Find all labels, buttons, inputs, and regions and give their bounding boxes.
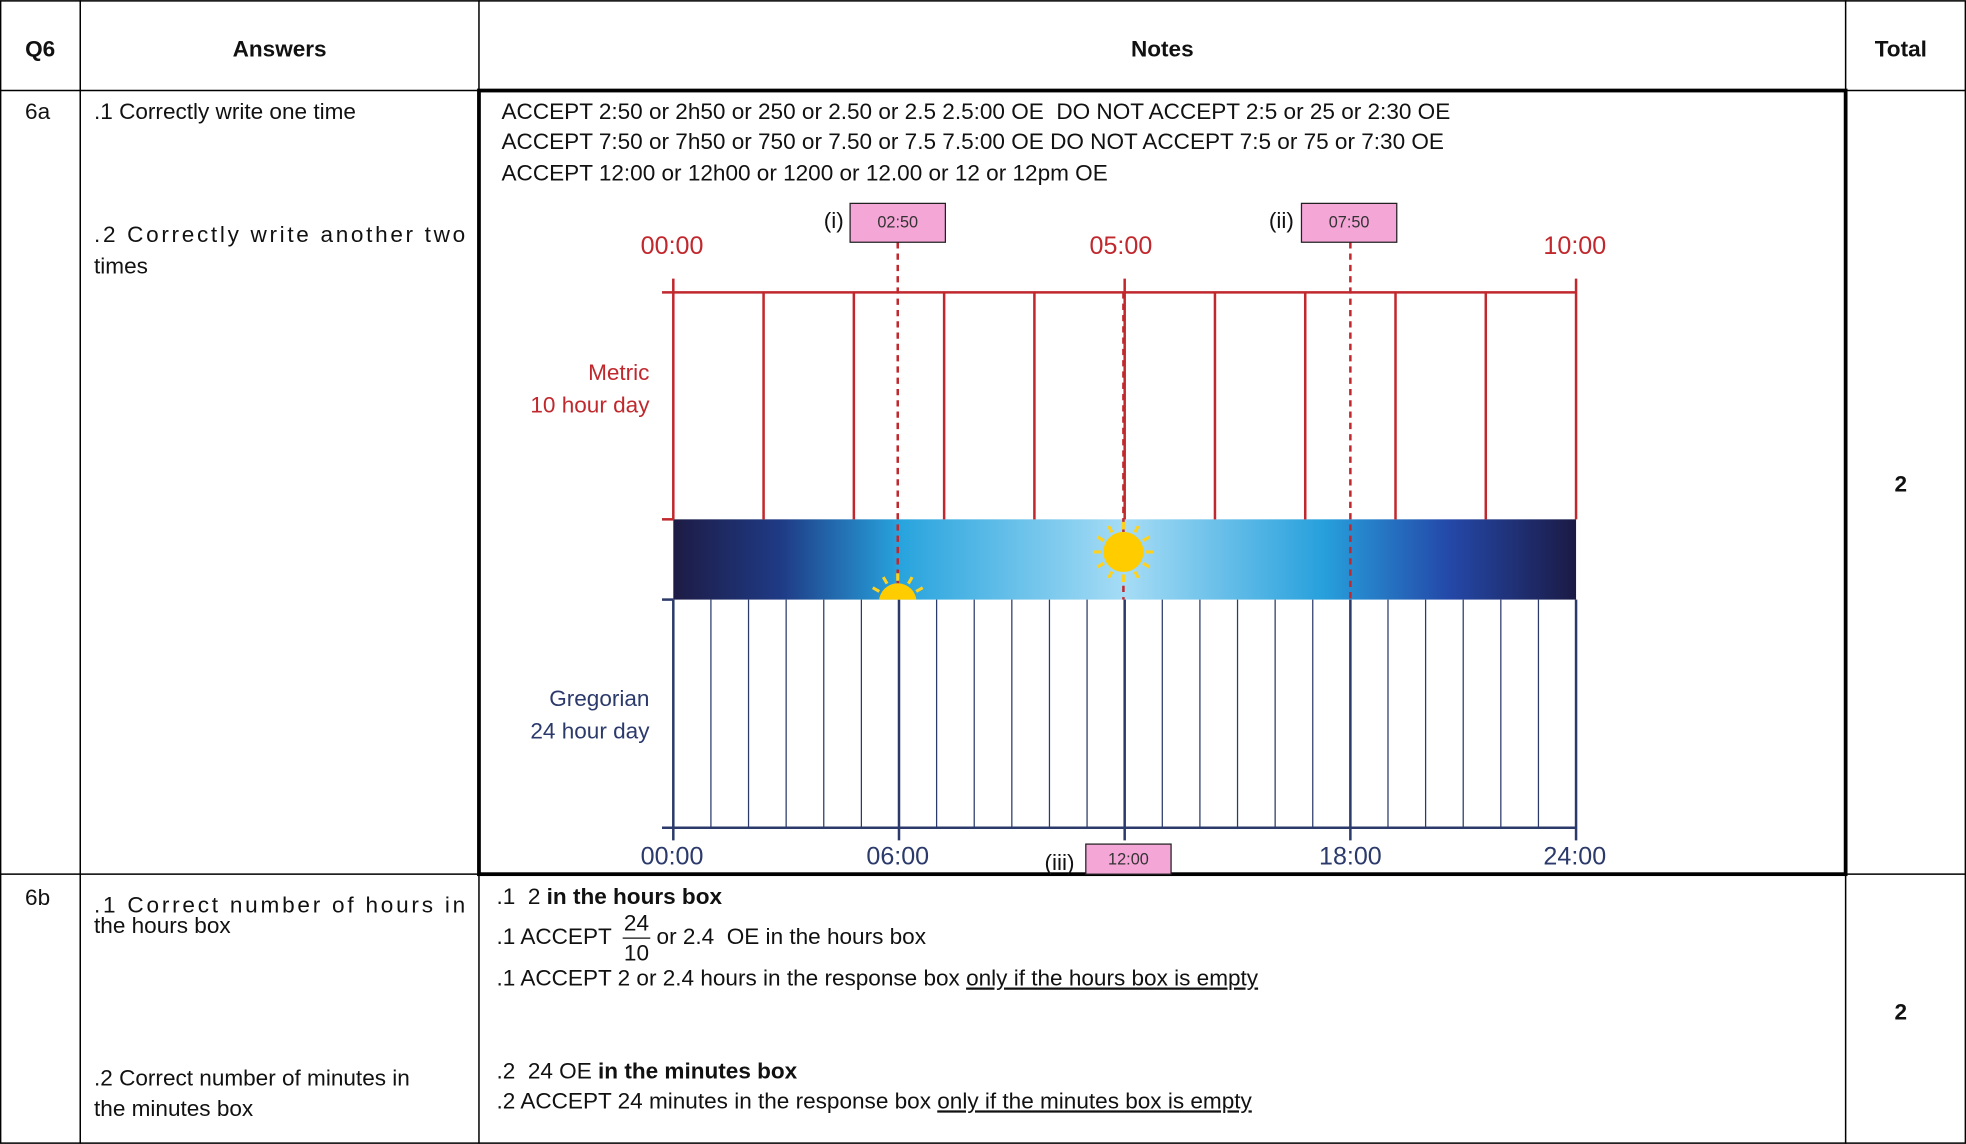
sun-ray bbox=[883, 621, 887, 628]
row-id: 6b bbox=[25, 885, 50, 910]
note-underlined: only if the minutes box is empty bbox=[937, 1088, 1252, 1113]
answer: .2 Correctly write another two bbox=[94, 222, 465, 247]
metric-tick: 05:00 bbox=[1090, 232, 1153, 260]
marker-time: 07:50 bbox=[1329, 214, 1370, 232]
note: .1 ACCEPT bbox=[497, 924, 618, 949]
note: .2 ACCEPT 24 minutes in the response box… bbox=[497, 1088, 1253, 1113]
note-text: .1 2 bbox=[497, 884, 547, 909]
gregorian-tick: 06:00 bbox=[866, 842, 929, 870]
note: .1 ACCEPT 2 or 2.4 hours in the response… bbox=[497, 965, 1259, 990]
gregorian-label: 24 hour day bbox=[530, 718, 650, 743]
marker-label: (i) bbox=[824, 208, 844, 233]
note: .2 24 OE in the minutes box bbox=[497, 1058, 798, 1083]
header-answers: Answers bbox=[233, 36, 327, 61]
note-text: .1 ACCEPT 2 or 2.4 hours in the response… bbox=[497, 965, 967, 990]
gregorian-label: Gregorian bbox=[549, 686, 649, 711]
marker-label: (iii) bbox=[1044, 850, 1074, 875]
answer: times bbox=[94, 253, 148, 278]
metric-tick: 10:00 bbox=[1543, 232, 1606, 260]
sun-ray bbox=[873, 613, 880, 617]
note: ACCEPT 12:00 or 12h00 or 1200 or 12.00 o… bbox=[502, 160, 1108, 185]
note-text: .2 ACCEPT 24 minutes in the response box bbox=[497, 1088, 938, 1113]
gregorian-tick: 18:00 bbox=[1319, 842, 1382, 870]
total: 2 bbox=[1895, 471, 1908, 496]
note-bold: in the minutes box bbox=[598, 1058, 798, 1083]
time-diagram: 00:00 05:00 10:00 Metric 10 hour day Gre… bbox=[530, 203, 1606, 875]
note: ACCEPT 2:50 or 2h50 or 250 or 2.50 or 2.… bbox=[502, 99, 1451, 124]
metric-label: Metric bbox=[588, 360, 649, 385]
metric-tick: 00:00 bbox=[641, 232, 704, 260]
marker-label: (ii) bbox=[1269, 208, 1294, 233]
fraction-numerator: 24 bbox=[624, 910, 649, 935]
answer: the minutes box bbox=[94, 1096, 254, 1121]
metric-label: 10 hour day bbox=[530, 392, 650, 417]
sun-ray bbox=[916, 613, 923, 617]
note-text: .1 ACCEPT bbox=[497, 924, 618, 949]
answer: the hours box bbox=[94, 913, 231, 938]
mark-scheme: Q6 Answers Notes Total 6a .1 Correctly w… bbox=[0, 0, 1966, 1144]
sun-disc bbox=[879, 583, 917, 621]
note-underlined: only if the hours box is empty bbox=[966, 965, 1259, 990]
answer: .2 Correct number of minutes in bbox=[94, 1066, 410, 1091]
note-bold: in the hours box bbox=[547, 884, 723, 909]
note: or 2.4 OE in the hours box bbox=[650, 924, 926, 949]
row-id: 6a bbox=[25, 99, 51, 124]
fraction-denominator: 10 bbox=[624, 940, 649, 965]
gregorian-tick: 00:00 bbox=[641, 842, 704, 870]
note: .1 2 in the hours box bbox=[497, 884, 723, 909]
marker-time: 02:50 bbox=[877, 214, 918, 232]
sun-disc bbox=[1103, 532, 1143, 572]
header-q: Q6 bbox=[25, 36, 55, 61]
sun-ray bbox=[908, 621, 912, 628]
gregorian-tick: 24:00 bbox=[1543, 842, 1606, 870]
answer: .1 Correctly write one time bbox=[94, 99, 356, 124]
total: 2 bbox=[1895, 999, 1908, 1024]
note-text: .2 24 OE bbox=[497, 1058, 599, 1083]
note: ACCEPT 7:50 or 7h50 or 750 or 7.50 or 7.… bbox=[502, 129, 1444, 154]
marker-time: 12:00 bbox=[1108, 851, 1149, 869]
header-total: Total bbox=[1875, 36, 1927, 61]
header-notes: Notes bbox=[1131, 36, 1194, 61]
